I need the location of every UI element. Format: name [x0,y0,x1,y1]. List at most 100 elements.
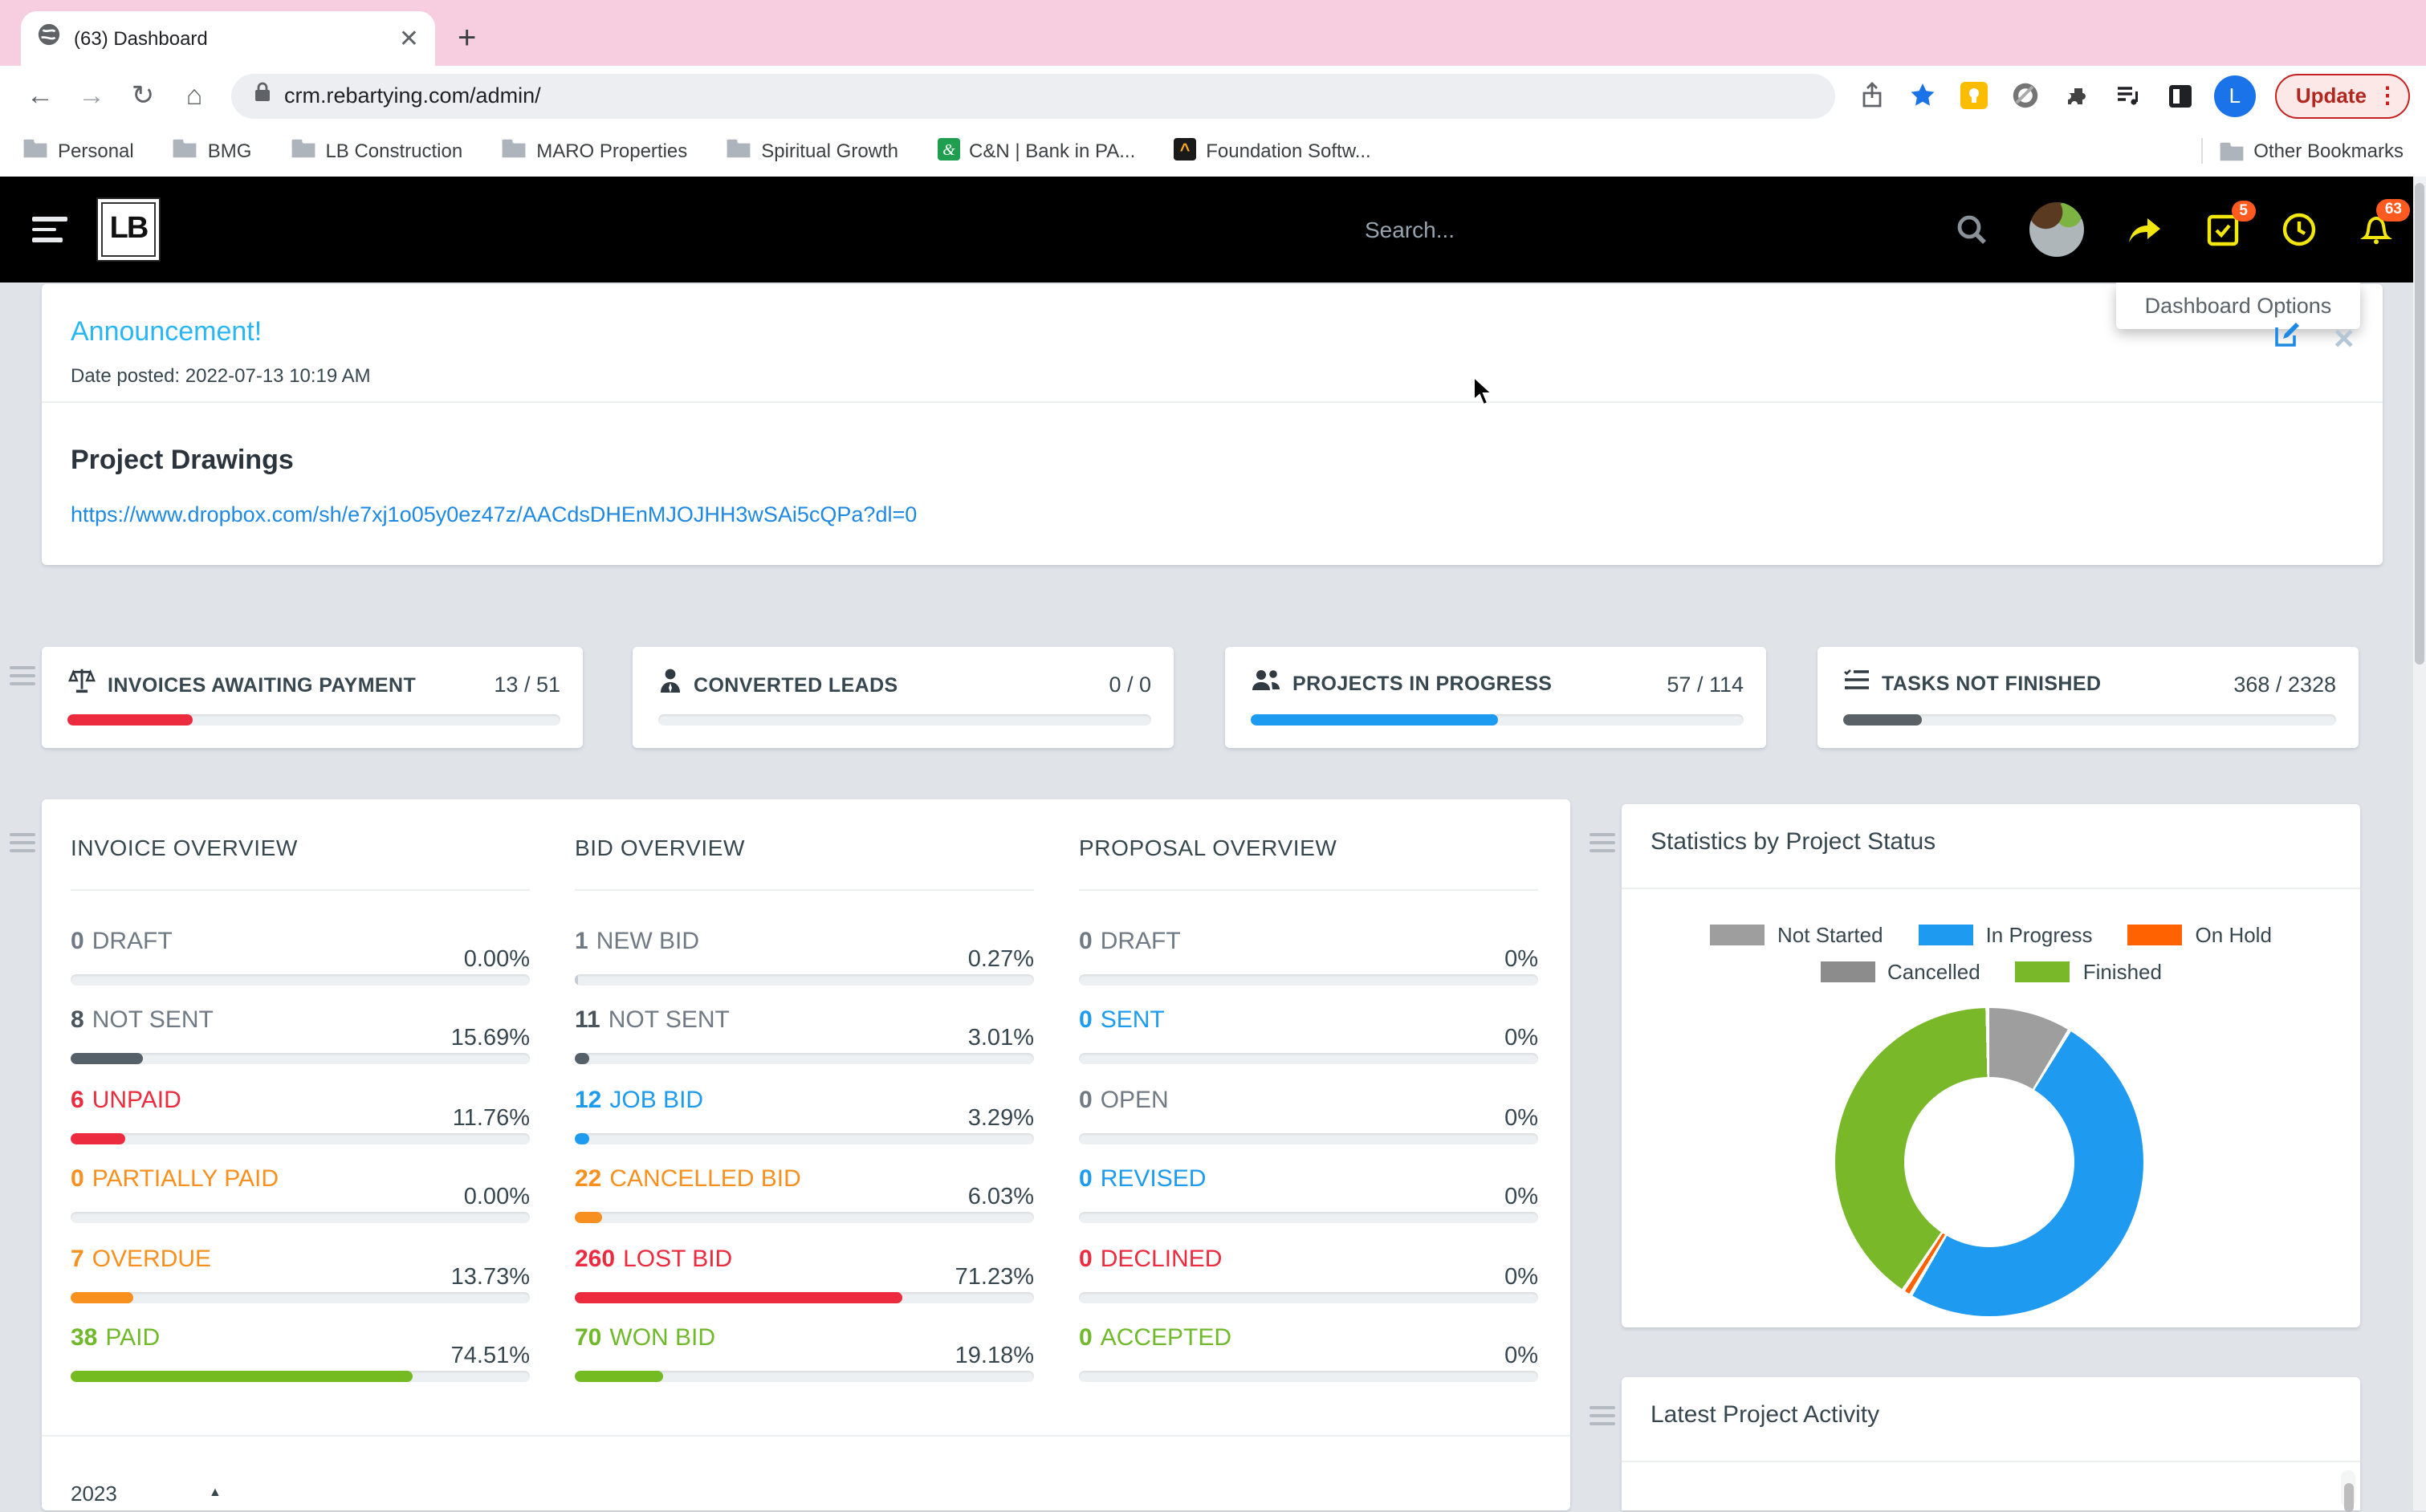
browser-profile-avatar[interactable]: L [2213,75,2256,116]
legend-swatch [2015,961,2070,982]
kpi-label: CONVERTED LEADS [694,673,898,696]
proposal-row-open: 0 OPEN 0% [1079,1087,1538,1154]
row-label: NOT SENT [92,1006,214,1034]
row-count: 8 [71,1006,84,1034]
announcement-title[interactable]: Announcement! [71,316,263,347]
bookmark-item[interactable]: LB Construction [290,138,462,164]
collapse-caret-icon[interactable]: ▲ [209,1485,222,1499]
row-percent: 0.00% [463,1185,530,1211]
new-tab-button[interactable]: + [458,21,477,56]
bookmark-star-icon[interactable] [1899,82,1948,109]
playlist-extension-icon[interactable] [2105,82,2153,109]
kpi-row-drag-handle[interactable] [10,661,35,689]
dashboard-options-dropdown[interactable]: Dashboard Options [2116,282,2360,329]
app-logo[interactable]: LB [96,197,161,262]
row-label: DRAFT [92,928,173,955]
legend-item-in-progress[interactable]: In Progress [1918,923,2093,947]
reload-icon[interactable]: ↻ [131,79,155,110]
kpi-value: 57 / 114 [1667,672,1744,696]
bookmark-label: C&N | Bank in PA... [969,140,1136,162]
row-label: LOST BID [623,1245,733,1273]
legend-item-finished[interactable]: Finished [2015,960,2162,984]
row-progress-track [71,974,530,986]
edit-announcement-icon[interactable] [2273,321,2301,356]
row-progress-fill [575,1053,589,1065]
keep-extension-icon[interactable] [1951,82,1999,109]
user-avatar[interactable] [2029,202,2084,257]
other-bookmarks[interactable]: Other Bookmarks [2218,140,2404,162]
activity-card: Latest Project Activity [1622,1377,2360,1512]
kpi-progress-track [1251,714,1744,726]
row-progress-track [71,1291,530,1303]
bookmark-item[interactable]: ^ Foundation Softw... [1174,137,1371,165]
row-label-line: 6 UNPAID [71,1087,530,1114]
row-count: 260 [575,1245,616,1273]
side-panel-icon[interactable] [2156,83,2204,108]
loop-extension-icon[interactable] [2002,82,2050,109]
announcement-link[interactable]: https://www.dropbox.com/sh/e7xj1o05y0ez4… [71,502,918,526]
row-count: 0 [1079,1324,1093,1351]
browser-menu-kebab-icon[interactable]: ⋮ [2376,82,2399,108]
row-progress-track [1079,974,1538,986]
tasks-check-icon[interactable]: 5 [2206,200,2256,246]
bookmark-item[interactable]: Personal [22,138,134,164]
row-label: NOT SENT [608,1006,730,1034]
search-icon[interactable] [1956,213,1988,246]
legend-item-cancelled[interactable]: Cancelled [1820,960,1980,984]
other-bookmarks-label: Other Bookmarks [2253,140,2404,162]
bookmark-label: LB Construction [325,140,463,162]
tab-close-icon[interactable]: ✕ [398,25,419,52]
update-button[interactable]: Update ⋮ [2274,73,2410,118]
stats-card-drag-handle[interactable] [1590,828,1615,856]
row-label-line: 12 JOB BID [575,1087,1034,1114]
forward-icon[interactable]: → [78,79,105,110]
bid-row-lost-bid: 260 LOST BID 71.23% [575,1245,1034,1312]
invoice-overview-column: INVOICE OVERVIEW 0 DRAFT 0.00% 8 NOT SENT 15.6… [71,799,530,1510]
folder-icon [2219,141,2243,161]
invoice-row-draft: 0 DRAFT 0.00% [71,928,530,995]
close-announcement-icon[interactable]: ✕ [2332,323,2356,354]
legend-swatch [2127,925,2183,945]
page-scrollbar[interactable] [2413,177,2426,1510]
row-percent: 0% [1504,1105,1538,1132]
balance-scale-icon [67,668,96,701]
bid-row-not-sent: 11 NOT SENT 3.01% [575,1007,1034,1075]
home-icon[interactable]: ⌂ [185,79,203,110]
global-search-input[interactable]: Search... [1365,217,1455,242]
bookmark-label: MARO Properties [536,140,688,162]
row-progress-track [1079,1053,1538,1065]
bookmark-item[interactable]: & C&N | Bank in PA... [937,137,1135,165]
kpi-label: PROJECTS IN PROGRESS [1292,673,1553,695]
clock-icon[interactable] [2281,212,2317,247]
activity-title: Latest Project Activity [1651,1401,1880,1429]
bookmark-label: Personal [58,140,134,162]
row-count: 0 [71,1165,84,1193]
legend-label: Not Started [1777,923,1883,947]
share-arrow-icon[interactable] [2126,213,2164,246]
bookmark-item[interactable]: BMG [173,138,251,164]
overview-card-drag-handle[interactable] [10,828,35,856]
activity-card-drag-handle[interactable] [1590,1401,1615,1429]
row-progress-track [575,974,1034,986]
browser-tab[interactable]: (63) Dashboard ✕ [21,11,435,66]
notifications-bell-icon[interactable]: 63 [2359,199,2410,247]
address-bar[interactable]: crm.rebartying.com/admin/ [231,73,1835,118]
row-percent: 0% [1504,1343,1538,1369]
row-progress-fill [575,1291,902,1303]
row-count: 0 [1079,1165,1093,1193]
row-percent: 0.00% [463,947,530,973]
invoice-overview-title: INVOICE OVERVIEW [71,835,298,860]
bookmark-item[interactable]: MARO Properties [501,138,687,164]
row-label-line: 0 DECLINED [1079,1245,1538,1272]
activity-scrollbar[interactable] [2341,1470,2355,1512]
legend-item-not-started[interactable]: Not Started [1710,923,1883,947]
row-label: JOB BID [609,1086,704,1114]
back-icon[interactable]: ← [26,79,54,110]
bookmark-item[interactable]: Spiritual Growth [726,138,898,164]
share-icon[interactable] [1848,82,1896,109]
row-label: OVERDUE [92,1245,212,1273]
legend-item-on-hold[interactable]: On Hold [2127,923,2272,947]
menu-hamburger-icon[interactable] [32,211,67,249]
extensions-puzzle-icon[interactable] [2054,82,2102,109]
row-count: 0 [1079,1006,1093,1034]
